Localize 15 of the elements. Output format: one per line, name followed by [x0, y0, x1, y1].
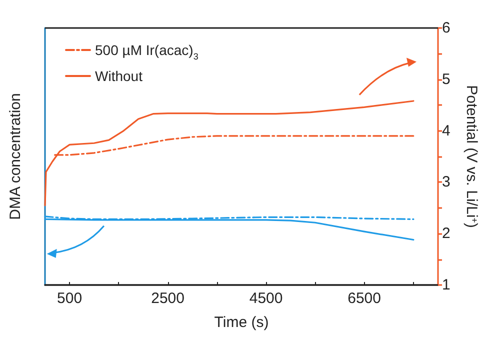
y2-tick-label: 1 — [442, 276, 450, 294]
y2-tick-label: 5 — [442, 70, 450, 88]
x-tick-label: 6500 — [348, 290, 381, 307]
x-tick-label: 4500 — [249, 290, 283, 307]
x-axis-title: Time (s) — [214, 314, 269, 331]
y2-tick-label: 2 — [442, 225, 450, 242]
y2-tick-label: 4 — [442, 122, 450, 140]
x-tick-label: 500 — [57, 290, 82, 307]
y2-tick-label: 3 — [442, 174, 450, 191]
y2-axis-title: Potential (V vs. Li/Li+) — [463, 85, 480, 228]
y2-tick-label: 6 — [442, 20, 450, 36]
legend-label: Without — [95, 68, 143, 84]
y-axis-title: DMA concentration — [7, 93, 24, 220]
x-tick-label: 2500 — [151, 290, 184, 307]
line-series — [44, 100, 414, 206]
